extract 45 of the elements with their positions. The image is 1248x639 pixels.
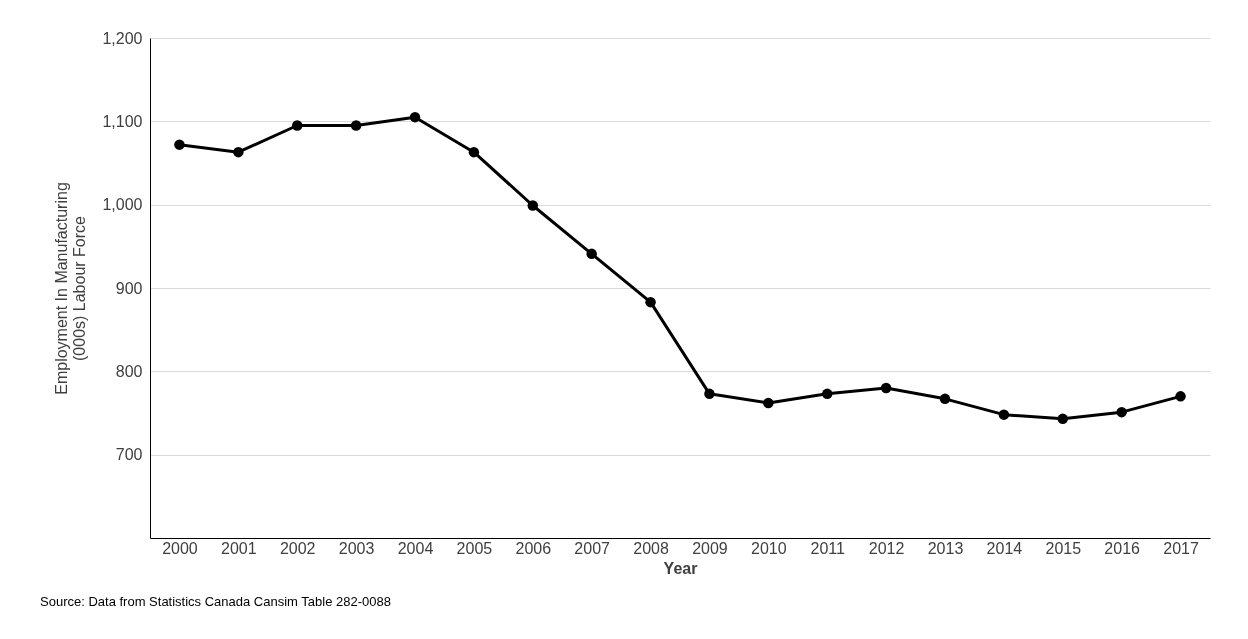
point [704,388,715,400]
point [174,139,185,150]
x-tick-label: 2016 [1104,539,1141,557]
y-axis-title: Employment In Manufacturing (000s) Labour Force [53,182,89,395]
point [880,382,892,394]
point [821,388,833,400]
y-tick-label: 1,100 [102,112,143,130]
point [291,120,303,131]
x-tick-label: 2009 [692,539,728,557]
point [409,111,421,123]
x-tick-label: 2011 [810,539,846,557]
x-tick-label: 2004 [397,539,434,557]
point [1116,406,1127,418]
point [468,146,480,158]
point [763,397,774,409]
y-tick-label: 1,200 [102,29,143,47]
x-tick-label: 2005 [456,539,493,557]
x-tick-label: 2013 [927,539,964,557]
source-note: Source: Data from Statistics Canada Cansim Table 282-0088 [40,594,391,609]
point [527,200,539,211]
y-tick-label: 1,000 [102,196,143,214]
point [1057,413,1069,425]
point [350,120,362,131]
x-tick-label: 2017 [1163,539,1199,557]
x-tick-label: 2010 [751,539,787,557]
y-tick-label: 700 [115,446,143,464]
y-tick-label: 800 [115,362,143,380]
x-tick-label: 2006 [515,539,552,557]
x-tick-label: 2008 [633,539,669,557]
x-tick-label: 2015 [1045,539,1082,557]
point [939,393,951,405]
point [1175,391,1186,402]
point [586,248,597,260]
x-tick-label: 2000 [162,539,198,557]
y-tick-label: 900 [115,279,143,297]
x-tick-label: 2014 [986,539,1023,557]
point [233,146,244,158]
point [998,409,1010,420]
x-tick-label: 2002 [279,539,316,557]
x-tick-label: 2007 [574,539,611,557]
x-axis-title: Year [663,559,698,577]
point [645,296,656,308]
x-tick-label: 2012 [868,539,905,557]
x-tick-label: 2001 [221,539,257,557]
x-tick-label: 2003 [338,539,375,557]
